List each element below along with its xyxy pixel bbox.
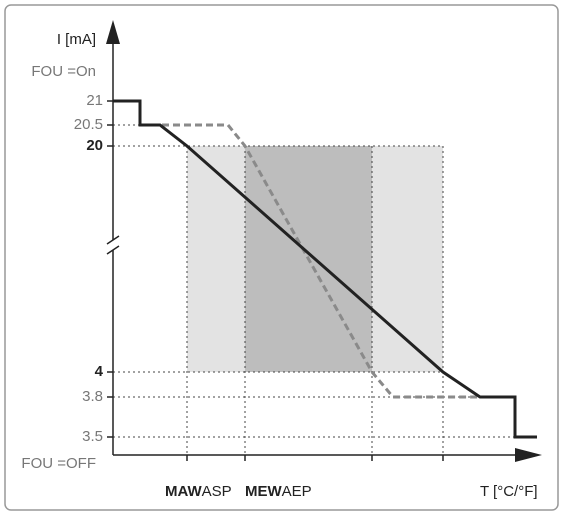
y-arrow [106,20,120,44]
fou-off: FOU =OFF [21,455,96,472]
x-arrow [515,448,542,462]
axes [106,40,515,461]
y-label: 3.5 [82,428,103,445]
x-label-part: MAW [165,483,203,500]
dashed-curve [140,123,480,399]
x-label: MEWAEP [245,483,312,500]
x-label-part: ASP [202,483,232,500]
y-label: 20.5 [74,116,103,133]
y-title: I [mA] [57,31,96,48]
y-label: 3.8 [82,388,103,405]
x-label: MAWASP [165,483,232,500]
y-label: 20 [86,137,103,154]
x-label-part: MEW [245,483,283,500]
x-title: T [°C/°F] [480,483,538,500]
fou-on: FOU =On [31,63,96,80]
output-curve [113,99,537,439]
y-label: 21 [86,92,103,109]
x-label-part: AEP [282,483,312,500]
y-label: 4 [95,363,104,380]
